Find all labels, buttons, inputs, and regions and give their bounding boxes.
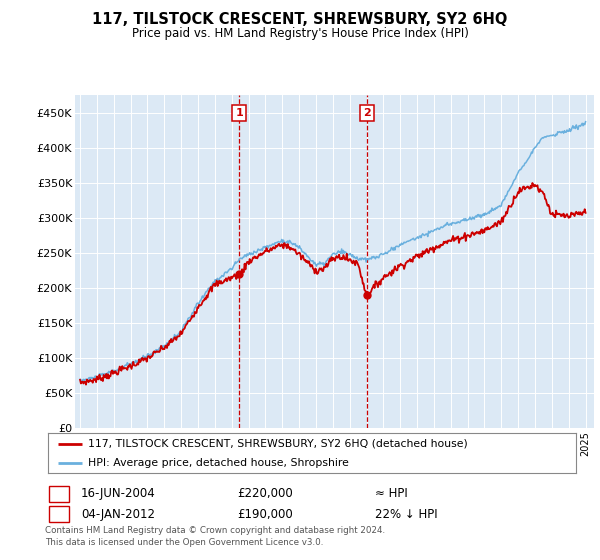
- Text: ≈ HPI: ≈ HPI: [375, 487, 408, 501]
- Text: 04-JAN-2012: 04-JAN-2012: [81, 507, 155, 521]
- Text: 16-JUN-2004: 16-JUN-2004: [81, 487, 156, 501]
- Text: £190,000: £190,000: [237, 507, 293, 521]
- Text: 22% ↓ HPI: 22% ↓ HPI: [375, 507, 437, 521]
- Text: 1: 1: [55, 487, 63, 501]
- Text: 2: 2: [55, 507, 63, 521]
- Text: This data is licensed under the Open Government Licence v3.0.: This data is licensed under the Open Gov…: [45, 538, 323, 547]
- Text: HPI: Average price, detached house, Shropshire: HPI: Average price, detached house, Shro…: [88, 458, 349, 468]
- Text: 117, TILSTOCK CRESCENT, SHREWSBURY, SY2 6HQ: 117, TILSTOCK CRESCENT, SHREWSBURY, SY2 …: [92, 12, 508, 27]
- Text: 1: 1: [236, 108, 244, 118]
- Text: 2: 2: [363, 108, 371, 118]
- Text: Contains HM Land Registry data © Crown copyright and database right 2024.: Contains HM Land Registry data © Crown c…: [45, 526, 385, 535]
- Text: Price paid vs. HM Land Registry's House Price Index (HPI): Price paid vs. HM Land Registry's House …: [131, 27, 469, 40]
- Text: 117, TILSTOCK CRESCENT, SHREWSBURY, SY2 6HQ (detached house): 117, TILSTOCK CRESCENT, SHREWSBURY, SY2 …: [88, 439, 467, 449]
- Text: £220,000: £220,000: [237, 487, 293, 501]
